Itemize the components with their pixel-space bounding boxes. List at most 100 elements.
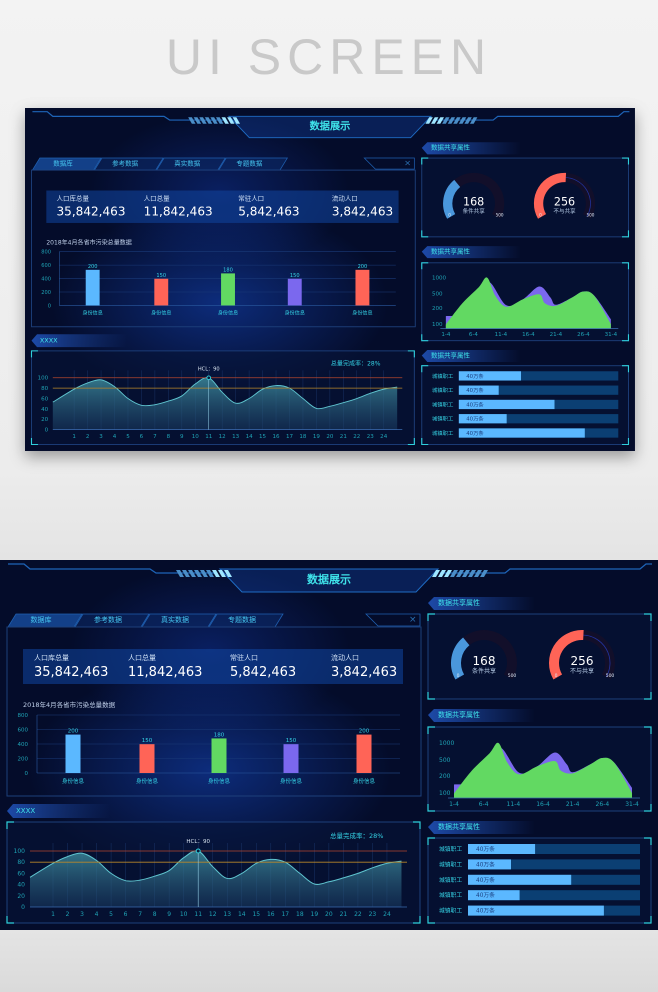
x-tick-label: 11 bbox=[194, 911, 202, 918]
completion-rate: 总量完成率：28% bbox=[330, 832, 384, 840]
gauge-fill bbox=[451, 637, 470, 680]
hatch-mark bbox=[468, 570, 476, 577]
section-tag-shape bbox=[7, 804, 110, 818]
corner-bracket bbox=[421, 157, 429, 165]
tab-reference-data[interactable]: 参考数据 bbox=[94, 616, 122, 624]
gauge-min: 0 bbox=[539, 212, 542, 217]
x-tick-label: 9 bbox=[167, 911, 171, 918]
stat-label: 流动人口 bbox=[331, 195, 358, 203]
progress-track bbox=[458, 414, 619, 424]
highlight-label: HCL：90 bbox=[186, 839, 210, 845]
y-tick-label: 500 bbox=[432, 291, 443, 297]
x-tick-label: 16-4 bbox=[522, 332, 535, 338]
hatch-mark bbox=[431, 117, 439, 124]
close-icon[interactable]: × bbox=[409, 615, 417, 625]
y-tick-label: 100 bbox=[439, 790, 451, 797]
gauge-max: 500 bbox=[587, 212, 595, 217]
hatch-mark bbox=[438, 570, 446, 577]
x-tick-label: 24 bbox=[380, 434, 388, 440]
corner-bracket bbox=[644, 916, 652, 924]
tab-reference-data[interactable]: 参考数据 bbox=[112, 159, 139, 168]
x-tick-label: 26-4 bbox=[577, 332, 590, 338]
bar-category-label: 身份信息 bbox=[208, 777, 231, 785]
corner-bracket bbox=[413, 916, 421, 924]
hatch-mark bbox=[453, 117, 461, 124]
bar-value-label: 150 bbox=[142, 738, 153, 744]
x-tick-label: 8 bbox=[167, 434, 171, 440]
hatch-mark bbox=[182, 570, 190, 577]
hatch-mark bbox=[194, 570, 202, 577]
area-series bbox=[454, 742, 632, 798]
y-tick-label: 0 bbox=[21, 904, 25, 911]
close-icon[interactable]: × bbox=[404, 158, 412, 169]
stat-label: 人口库总量 bbox=[56, 195, 89, 203]
x-tick-label: 4 bbox=[113, 434, 117, 440]
corner-bracket bbox=[427, 726, 435, 734]
gauge-max: 500 bbox=[508, 673, 517, 679]
x-tick-label: 21 bbox=[340, 911, 348, 918]
x-tick-label: 7 bbox=[138, 911, 142, 918]
hatch-mark bbox=[464, 117, 472, 124]
right-tag-1: 数据共享属性 bbox=[431, 144, 470, 152]
x-tick-label: 6-4 bbox=[479, 801, 489, 808]
right-tag-2: 数据共享属性 bbox=[431, 247, 470, 256]
dashboard: 0 200 400 600 800 200 身份信息 150 身份信息 180 身份信息 150 身份信… bbox=[0, 560, 658, 930]
bar-category-label: 身份信息 bbox=[136, 777, 159, 785]
x-tick-label: 22 bbox=[353, 434, 360, 440]
title-plate bbox=[218, 568, 440, 593]
x-tick-label: 1-4 bbox=[441, 332, 451, 338]
x-tick-label: 5 bbox=[109, 911, 113, 918]
y-tick-label: 100 bbox=[38, 376, 49, 382]
bar-value-label: 200 bbox=[68, 729, 79, 735]
progress-text: 40万条 bbox=[476, 860, 495, 868]
x-tick-label: 16 bbox=[267, 911, 275, 918]
hatch-mark bbox=[436, 117, 445, 124]
x-tick-label: 24 bbox=[383, 911, 391, 918]
hatch-mark bbox=[450, 570, 458, 577]
hatch-mark bbox=[218, 570, 226, 577]
bar-value-label: 180 bbox=[223, 268, 233, 274]
right-tag-shape bbox=[421, 349, 521, 362]
tab-real-data[interactable]: 真实数据 bbox=[161, 616, 189, 624]
y-tick-label: 800 bbox=[41, 250, 51, 256]
progress-label: 城镇职工 bbox=[432, 415, 454, 423]
x-tick-label: 17 bbox=[286, 434, 294, 440]
dashboard-graphics: 0200400600800200身份信息150身份信息180身份信息150身份信… bbox=[6, 563, 652, 924]
x-tick-label: 6 bbox=[124, 911, 128, 918]
progress-text: 40万条 bbox=[476, 845, 495, 853]
stats-strip: 人口库总量 35,842,463 人口总量 11,842,463 常驻人口 5,842… bbox=[46, 190, 399, 223]
y-tick-label: 100 bbox=[432, 322, 443, 328]
gauge-fill bbox=[443, 179, 461, 219]
hatch-mark bbox=[232, 117, 241, 124]
progress-fill bbox=[468, 890, 520, 901]
x-tick-label: 6-4 bbox=[469, 332, 479, 338]
tab-database[interactable]: 数据库 bbox=[53, 159, 73, 168]
y-tick-label: 1000 bbox=[432, 275, 447, 281]
x-tick-label: 1-4 bbox=[449, 801, 459, 808]
gauge-label: 条件共享 bbox=[463, 207, 486, 215]
stat-value: 35,842,463 bbox=[34, 665, 109, 680]
x-tick-label: 16-4 bbox=[536, 801, 550, 808]
right-tag-shape bbox=[428, 709, 535, 722]
hatch-mark bbox=[204, 117, 213, 124]
corner-bracket bbox=[407, 350, 415, 358]
tab-database[interactable]: 数据库 bbox=[30, 616, 52, 624]
progress-label: 城镇职工 bbox=[432, 400, 454, 408]
bar bbox=[211, 738, 227, 773]
tab-topic-data[interactable]: 专题数据 bbox=[228, 616, 256, 624]
hatch-mark bbox=[210, 117, 218, 124]
tab-real-data[interactable]: 真实数据 bbox=[174, 159, 201, 168]
bar bbox=[154, 278, 169, 306]
tab-topic-data[interactable]: 专题数据 bbox=[236, 159, 263, 168]
hatch-mark bbox=[193, 117, 202, 124]
y-tick-label: 0 bbox=[48, 303, 51, 309]
progress-fill bbox=[458, 414, 507, 424]
gauge-value: 168 bbox=[463, 195, 484, 208]
x-tick-label: 23 bbox=[369, 911, 377, 918]
x-tick-label: 9 bbox=[180, 434, 184, 440]
stat-value: 35,842,463 bbox=[56, 205, 126, 220]
left-panel-border bbox=[6, 626, 422, 797]
corner-bracket bbox=[421, 262, 429, 270]
x-tick-label: 13 bbox=[223, 911, 231, 918]
corner-bracket bbox=[621, 157, 630, 165]
